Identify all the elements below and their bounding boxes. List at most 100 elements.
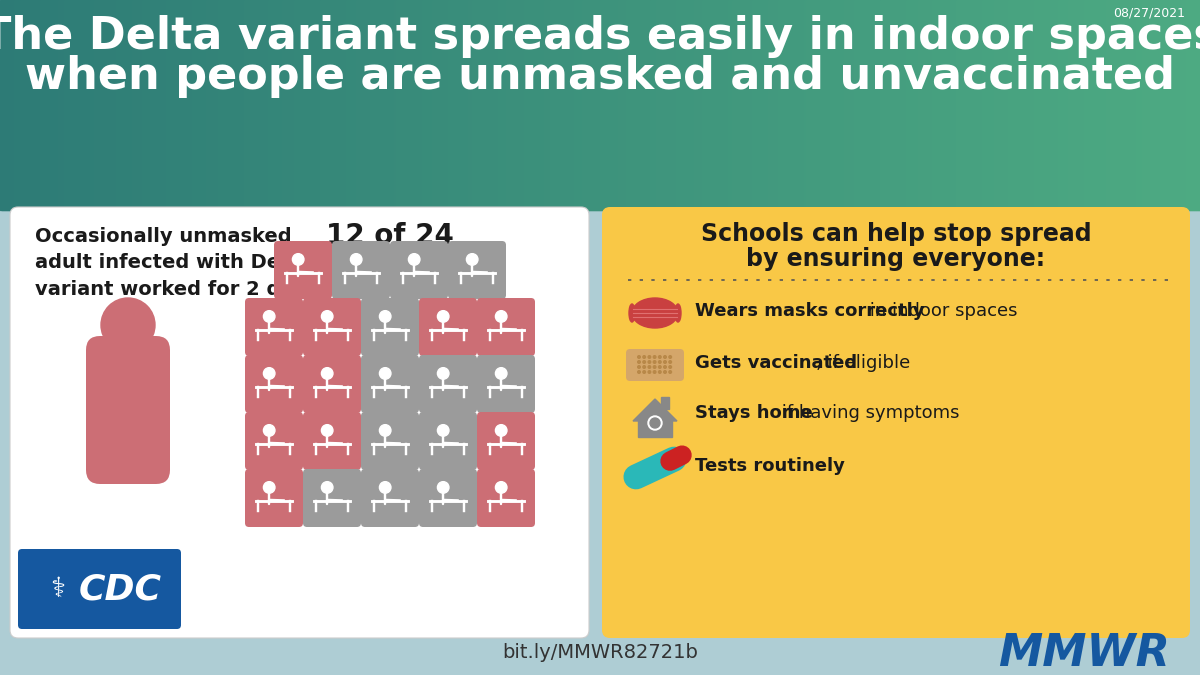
Bar bbox=[656, 0, 659, 210]
Bar bbox=[1184, 0, 1187, 210]
Bar bbox=[120, 0, 124, 210]
Bar bbox=[650, 0, 653, 210]
Bar bbox=[74, 0, 77, 210]
Circle shape bbox=[264, 482, 275, 493]
Circle shape bbox=[664, 360, 666, 363]
Bar bbox=[180, 0, 182, 210]
Bar bbox=[988, 0, 991, 210]
Circle shape bbox=[438, 368, 449, 379]
Bar bbox=[756, 0, 760, 210]
FancyBboxPatch shape bbox=[274, 241, 332, 299]
Text: MMWR: MMWR bbox=[998, 632, 1170, 674]
Bar bbox=[622, 0, 625, 210]
Bar bbox=[98, 0, 101, 210]
Bar bbox=[536, 0, 539, 210]
Bar bbox=[102, 0, 106, 210]
FancyBboxPatch shape bbox=[10, 207, 589, 638]
Circle shape bbox=[668, 356, 672, 358]
Bar bbox=[196, 0, 199, 210]
Bar bbox=[754, 0, 757, 210]
Bar bbox=[996, 0, 998, 210]
Bar bbox=[1062, 0, 1066, 210]
Bar bbox=[172, 0, 175, 210]
Bar bbox=[710, 0, 713, 210]
Bar bbox=[318, 0, 322, 210]
Bar bbox=[1114, 0, 1117, 210]
Bar bbox=[364, 0, 367, 210]
Bar bbox=[1140, 0, 1142, 210]
Bar bbox=[24, 0, 28, 210]
Bar bbox=[346, 0, 349, 210]
Bar bbox=[910, 0, 913, 210]
Bar bbox=[1174, 0, 1177, 210]
Circle shape bbox=[643, 356, 646, 358]
Bar bbox=[752, 0, 755, 210]
Bar bbox=[354, 0, 358, 210]
Bar bbox=[316, 0, 319, 210]
Bar bbox=[1178, 0, 1181, 210]
Bar bbox=[594, 0, 598, 210]
Bar bbox=[1050, 0, 1054, 210]
Bar bbox=[924, 0, 928, 210]
Bar bbox=[206, 0, 209, 210]
Bar bbox=[684, 0, 686, 210]
Bar bbox=[1144, 0, 1147, 210]
Bar bbox=[666, 0, 670, 210]
Bar bbox=[378, 0, 382, 210]
Bar bbox=[774, 0, 778, 210]
Bar bbox=[1128, 0, 1132, 210]
Bar bbox=[262, 0, 265, 210]
Bar bbox=[880, 0, 883, 210]
Bar bbox=[20, 0, 23, 210]
Bar bbox=[32, 0, 35, 210]
Circle shape bbox=[101, 298, 155, 352]
FancyBboxPatch shape bbox=[626, 349, 684, 381]
Bar bbox=[802, 0, 805, 210]
Bar bbox=[552, 0, 554, 210]
Bar bbox=[296, 0, 299, 210]
Bar bbox=[76, 0, 79, 210]
Bar bbox=[162, 0, 166, 210]
Bar bbox=[382, 0, 385, 210]
Circle shape bbox=[438, 482, 449, 493]
Bar bbox=[1180, 0, 1183, 210]
Bar bbox=[468, 0, 470, 210]
Bar bbox=[406, 0, 409, 210]
Bar bbox=[956, 0, 959, 210]
Bar bbox=[532, 0, 535, 210]
Circle shape bbox=[648, 366, 650, 369]
Bar bbox=[142, 0, 145, 210]
Bar bbox=[1092, 0, 1096, 210]
Bar bbox=[948, 0, 952, 210]
Bar bbox=[416, 0, 419, 210]
Circle shape bbox=[637, 356, 641, 358]
FancyBboxPatch shape bbox=[448, 241, 506, 299]
Bar bbox=[16, 0, 19, 210]
Bar bbox=[894, 0, 898, 210]
Bar bbox=[60, 0, 64, 210]
Text: by ensuring everyone:: by ensuring everyone: bbox=[746, 247, 1045, 271]
Bar bbox=[312, 0, 314, 210]
Bar bbox=[8, 0, 11, 210]
Bar bbox=[442, 0, 445, 210]
Bar bbox=[610, 0, 613, 210]
Bar bbox=[852, 0, 854, 210]
Text: CDC: CDC bbox=[78, 572, 162, 606]
Bar bbox=[896, 0, 899, 210]
Circle shape bbox=[659, 366, 661, 369]
Bar bbox=[958, 0, 961, 210]
Bar bbox=[724, 0, 727, 210]
Ellipse shape bbox=[629, 304, 635, 322]
Bar bbox=[412, 0, 415, 210]
Bar bbox=[824, 0, 827, 210]
Bar bbox=[18, 0, 22, 210]
Bar bbox=[254, 0, 257, 210]
Bar bbox=[662, 0, 665, 210]
Bar bbox=[804, 0, 808, 210]
Bar bbox=[1186, 0, 1189, 210]
Bar bbox=[898, 0, 901, 210]
Bar bbox=[846, 0, 850, 210]
Bar bbox=[1022, 0, 1025, 210]
Bar bbox=[466, 0, 469, 210]
Bar bbox=[900, 0, 904, 210]
